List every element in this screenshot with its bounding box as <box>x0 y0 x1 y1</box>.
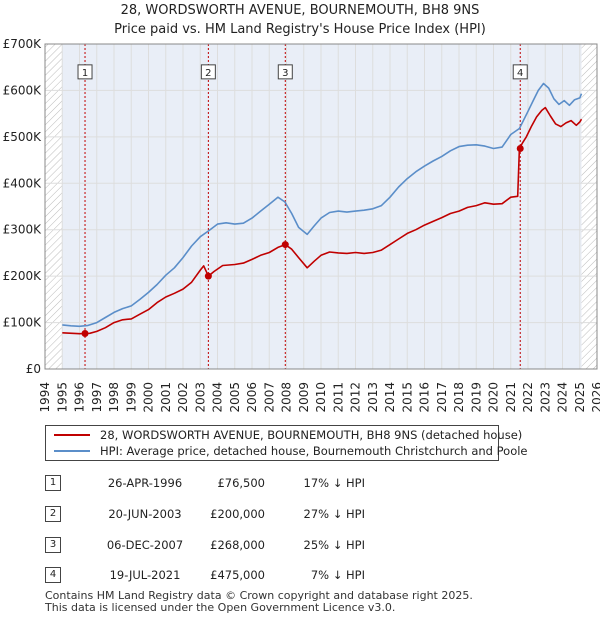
sale-number-badge: 2 <box>45 506 61 522</box>
x-tick-label: 2005 <box>228 382 242 413</box>
x-tick-label: 2019 <box>469 382 483 413</box>
sale-hpi-diff: 27% ↓ HPI <box>303 507 365 521</box>
footer-line-2: This data is licensed under the Open Gov… <box>45 601 396 614</box>
sale-hpi-diff: 17% ↓ HPI <box>303 476 365 490</box>
y-tick-label: £100K <box>3 316 43 330</box>
x-tick-label: 1997 <box>90 382 104 413</box>
x-tick-label: 2009 <box>297 382 311 413</box>
sale-date: 06-DEC-2007 <box>106 538 184 552</box>
y-tick-label: £600K <box>3 83 43 97</box>
x-tick-label: 2017 <box>435 382 449 413</box>
no-data-hatch-right <box>581 44 597 369</box>
x-tick-label: 2026 <box>590 382 600 413</box>
property-price-line <box>62 106 583 335</box>
x-tick-label: 2025 <box>573 382 587 413</box>
legend-item-hpi: HPI: Average price, detached house, Bour… <box>54 443 528 459</box>
table-row: 1 26-APR-1996 £76,500 17% ↓ HPI <box>45 475 445 491</box>
price-chart: £0 £100K £200K £300K £400K £500K £600K £700K 199… <box>3 37 600 413</box>
sale-number-badge: 3 <box>45 537 61 553</box>
sale-hpi-diff: 25% ↓ HPI <box>303 538 365 552</box>
x-tick-label: 2000 <box>142 382 156 413</box>
table-row: 2 20-JUN-2003 £200,000 27% ↓ HPI <box>45 506 445 522</box>
x-tick-label: 2011 <box>331 382 345 413</box>
legend-swatch-hpi <box>54 450 90 452</box>
hpi-line <box>62 82 583 328</box>
x-tick-label: 2024 <box>556 382 570 413</box>
sale-point <box>204 272 212 280</box>
legend-label-property: 28, WORDSWORTH AVENUE, BOURNEMOUTH, BH8 … <box>100 428 523 442</box>
x-tick-label: 2015 <box>400 382 414 413</box>
sale-marker-label: 2 <box>205 68 211 79</box>
x-tick-label: 2013 <box>366 382 380 413</box>
y-tick-label: £0 <box>26 362 41 376</box>
x-tick-label: 2006 <box>245 382 259 413</box>
chart-title: 28, WORDSWORTH AVENUE, BOURNEMOUTH, BH8 … <box>0 1 600 39</box>
sale-date: 19-JUL-2021 <box>109 568 181 582</box>
x-tick-label: 2014 <box>383 382 397 413</box>
legend-swatch-property <box>54 434 90 436</box>
sale-date: 26-APR-1996 <box>107 476 183 490</box>
sale-date: 20-JUN-2003 <box>108 507 182 521</box>
y-tick-label: £400K <box>3 176 43 190</box>
sale-price: £76,500 <box>217 476 265 490</box>
sale-marker-label: 1 <box>82 68 88 79</box>
x-tick-label: 2002 <box>176 382 190 413</box>
sale-price: £268,000 <box>210 538 265 552</box>
sale-marker-box <box>277 64 293 80</box>
x-tick-label: 2007 <box>262 382 276 413</box>
x-tick-label: 2016 <box>418 382 432 413</box>
x-tick-label: 2023 <box>538 382 552 413</box>
x-tick-label: 2018 <box>452 382 466 413</box>
footer-attribution: Contains HM Land Registry data © Crown c… <box>45 590 473 614</box>
legend: 28, WORDSWORTH AVENUE, BOURNEMOUTH, BH8 … <box>45 425 528 461</box>
x-tick-label: 2012 <box>349 382 363 413</box>
x-tick-label: 1995 <box>55 382 69 413</box>
sale-number-badge: 4 <box>45 567 61 583</box>
plot-border <box>44 43 598 370</box>
x-tick-label: 2001 <box>159 382 173 413</box>
sale-price: £475,000 <box>210 568 265 582</box>
sale-marker-box <box>512 64 528 80</box>
x-tick-label: 2004 <box>211 382 225 413</box>
x-tick-label: 2022 <box>521 382 535 413</box>
y-tick-label: £200K <box>3 269 43 283</box>
sale-price: £200,000 <box>210 507 265 521</box>
data-period-band <box>62 44 582 369</box>
y-tick-label: £700K <box>3 37 43 51</box>
y-tick-label: £300K <box>3 223 43 237</box>
x-tick-label: 2021 <box>504 382 518 413</box>
table-row: 4 19-JUL-2021 £475,000 7% ↓ HPI <box>45 567 445 583</box>
sale-marker-box <box>77 64 93 80</box>
x-tick-label: 2003 <box>193 382 207 413</box>
x-tick-label: 2020 <box>487 382 501 413</box>
y-tick-label: £500K <box>3 130 43 144</box>
sale-hpi-diff: 7% ↓ HPI <box>310 568 365 582</box>
sale-marker-label: 3 <box>282 68 288 79</box>
sale-point <box>81 329 89 337</box>
x-tick-label: 2008 <box>280 382 294 413</box>
legend-label-hpi: HPI: Average price, detached house, Bour… <box>100 444 528 458</box>
sale-marker-box <box>200 64 216 80</box>
table-row: 3 06-DEC-2007 £268,000 25% ↓ HPI <box>45 537 445 553</box>
footer-line-1: Contains HM Land Registry data © Crown c… <box>45 589 473 602</box>
x-tick-label: 2010 <box>314 382 328 413</box>
no-data-hatch-left <box>45 44 63 369</box>
x-tick-label: 1999 <box>124 382 138 413</box>
sale-marker-label: 4 <box>517 68 523 79</box>
x-tick-label: 1996 <box>73 382 87 413</box>
sale-number-badge: 1 <box>45 475 61 491</box>
title-line-2: Price paid vs. HM Land Registry's House … <box>114 22 486 37</box>
title-line-1: 28, WORDSWORTH AVENUE, BOURNEMOUTH, BH8 … <box>120 3 480 18</box>
sale-point <box>516 144 524 152</box>
legend-item-property: 28, WORDSWORTH AVENUE, BOURNEMOUTH, BH8 … <box>54 427 522 443</box>
sale-point <box>281 241 289 249</box>
x-tick-label: 1994 <box>38 382 52 413</box>
x-tick-label: 1998 <box>107 382 121 413</box>
